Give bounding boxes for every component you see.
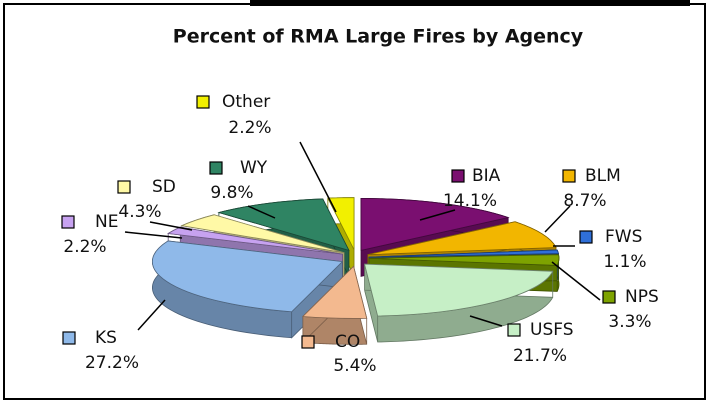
slice-name: CO <box>335 332 360 352</box>
slice-name: KS <box>95 328 117 348</box>
slice-name: NE <box>95 212 118 232</box>
chart-title: Percent of RMA Large Fires by Agency <box>173 26 584 48</box>
legend-swatch <box>301 335 315 349</box>
legend-swatch <box>579 230 593 244</box>
slice-name: FWS <box>605 227 642 247</box>
slice-name: USFS <box>530 320 574 340</box>
slice <box>180 214 345 254</box>
slice-value: 8.7% <box>563 191 606 211</box>
slice-value: 4.3% <box>118 202 161 222</box>
legend-swatch <box>562 169 576 183</box>
leader-line <box>149 221 193 231</box>
slice-name: Other <box>222 92 270 112</box>
slice <box>301 265 368 319</box>
leader-line <box>544 205 571 233</box>
leader-line <box>551 261 601 301</box>
legend-swatch <box>451 169 465 183</box>
leader-line <box>419 209 456 221</box>
slice-value: 27.2% <box>85 353 139 373</box>
legend-swatch <box>507 323 521 337</box>
leader-line <box>299 141 337 213</box>
header-strip <box>250 0 690 6</box>
slice <box>151 240 344 313</box>
slice-name: SD <box>152 177 176 197</box>
slice <box>368 249 559 258</box>
legend-swatch <box>209 161 223 175</box>
slice-value: 5.4% <box>333 356 376 376</box>
slice-value: 1.1% <box>603 252 646 272</box>
slice-value: 2.2% <box>228 118 271 138</box>
legend-swatch <box>62 331 76 345</box>
slice-value: 2.2% <box>63 237 106 257</box>
slice <box>360 198 510 251</box>
slice-name: BLM <box>585 166 621 186</box>
leader-line <box>247 205 276 219</box>
slice-name: BIA <box>472 166 501 186</box>
legend-swatch <box>602 290 616 304</box>
slice <box>217 198 350 252</box>
slice <box>327 197 355 250</box>
legend-swatch <box>196 95 210 109</box>
legend-swatch <box>61 215 75 229</box>
slice-name: WY <box>240 158 268 178</box>
slice <box>364 263 554 317</box>
slice-value: 14.1% <box>443 191 497 211</box>
leader-line <box>469 315 503 327</box>
slice-value: 3.3% <box>608 312 651 332</box>
slice-name: NPS <box>625 287 659 307</box>
leader-line <box>137 299 166 331</box>
slice-value: 21.7% <box>513 346 567 366</box>
leader-line <box>124 231 183 239</box>
legend-swatch <box>117 180 131 194</box>
slice-value: 9.8% <box>210 183 253 203</box>
